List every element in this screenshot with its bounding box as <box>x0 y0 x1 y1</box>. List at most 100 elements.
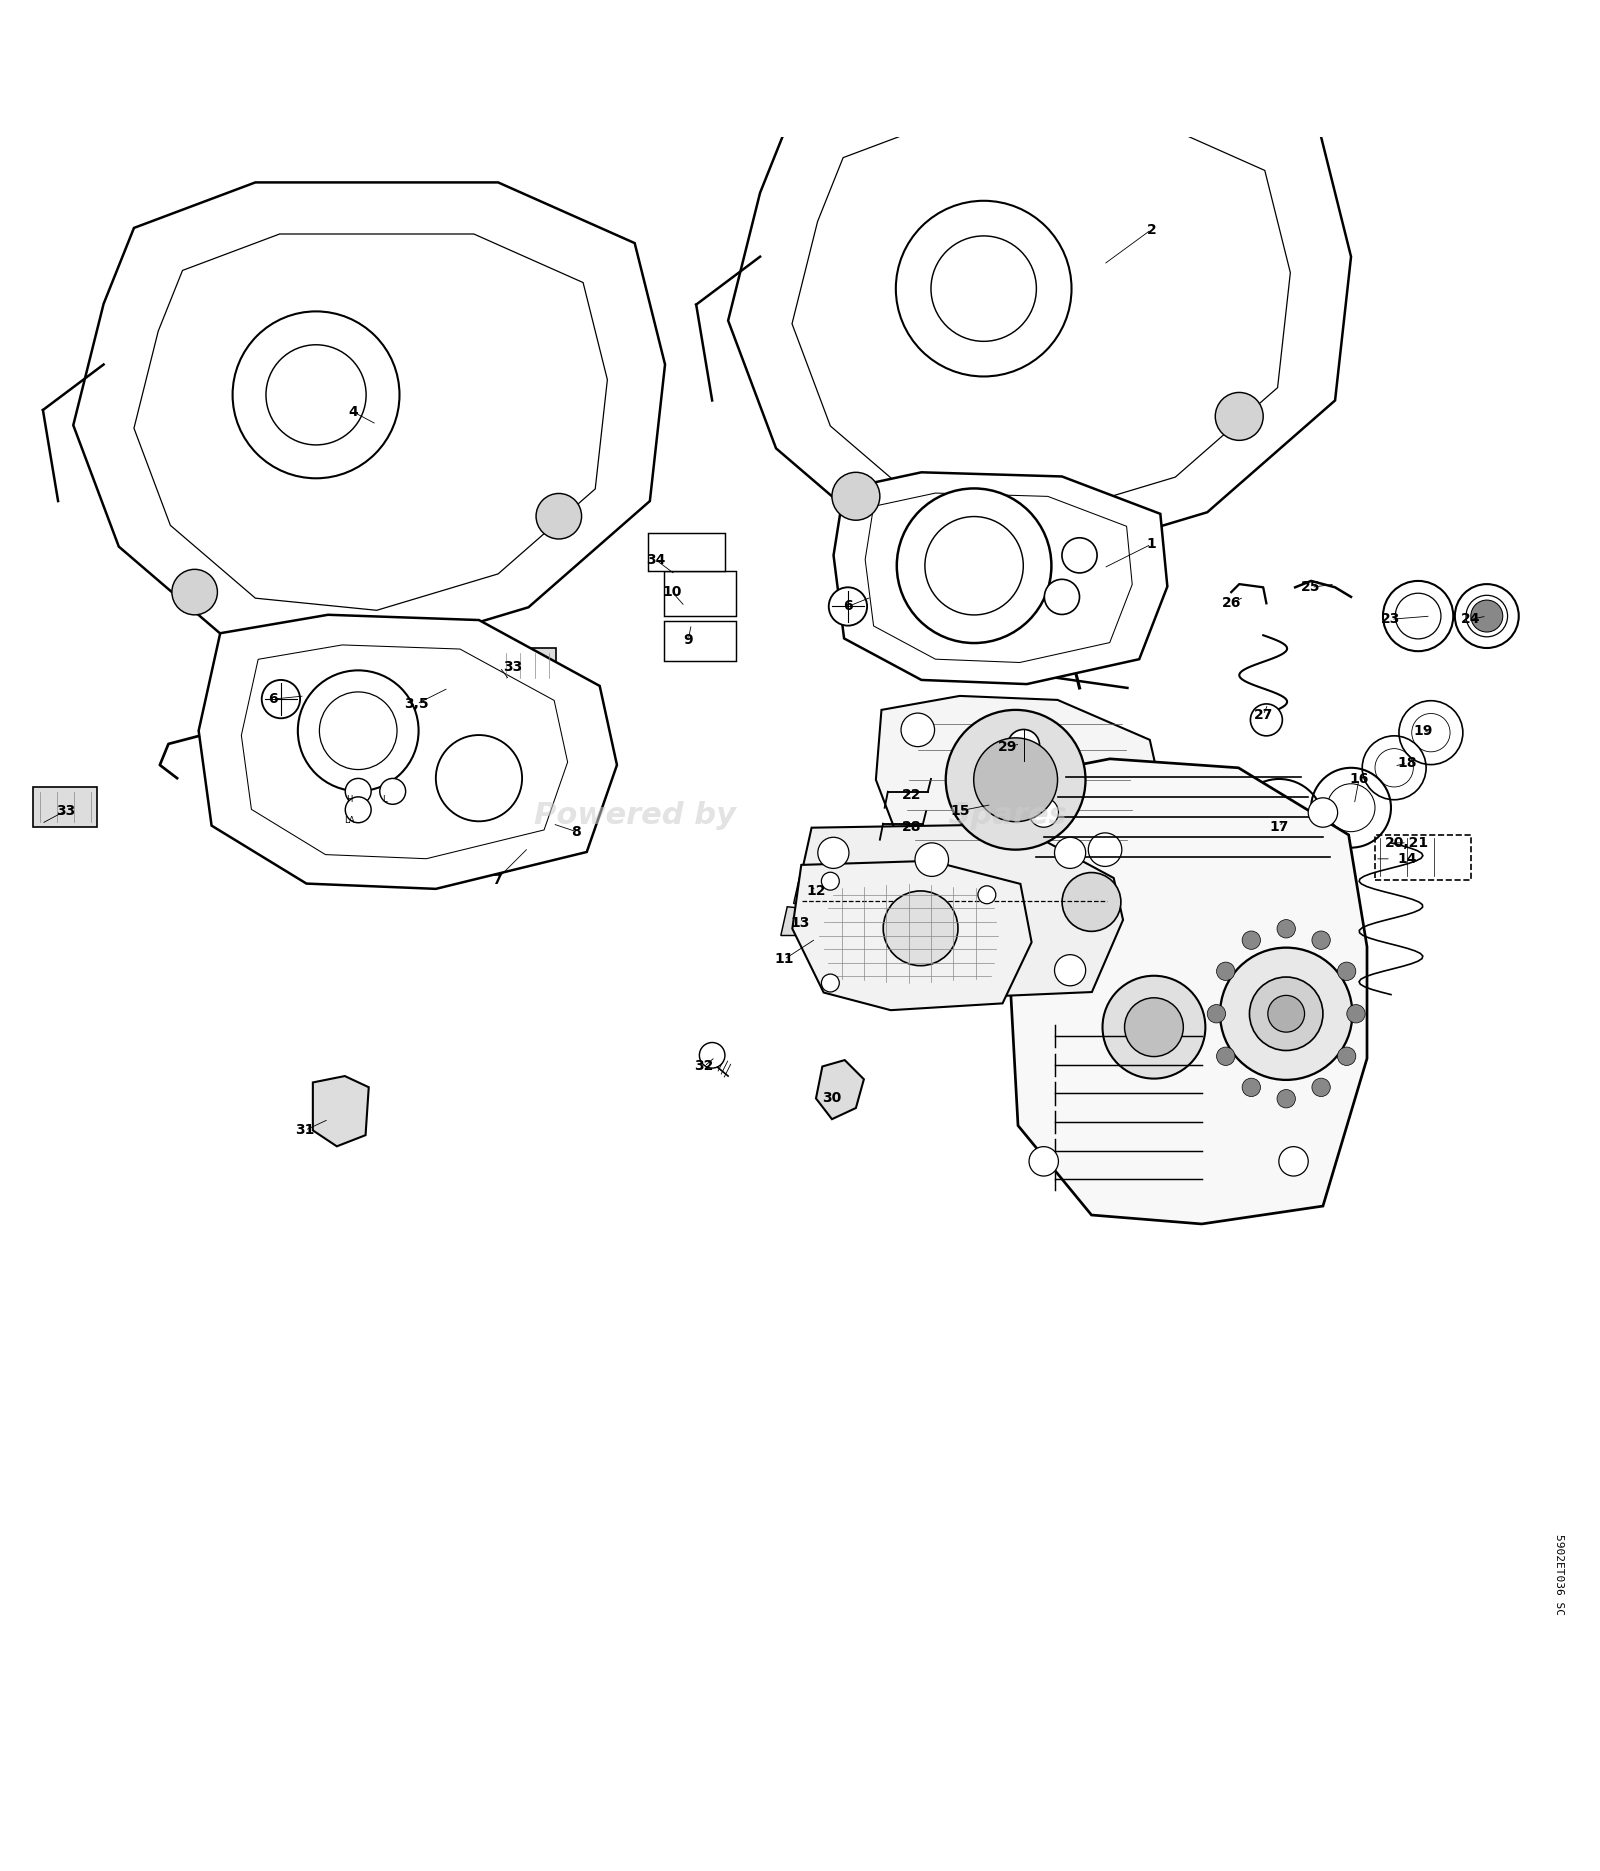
Circle shape <box>1454 584 1518 647</box>
Text: 10: 10 <box>662 586 682 599</box>
Circle shape <box>1267 995 1304 1033</box>
Circle shape <box>915 842 949 876</box>
Circle shape <box>821 975 840 992</box>
Circle shape <box>346 778 371 805</box>
Polygon shape <box>792 861 1032 1010</box>
Text: 16: 16 <box>1349 773 1368 786</box>
Circle shape <box>1250 977 1323 1050</box>
Text: 30: 30 <box>822 1091 842 1106</box>
Circle shape <box>1208 1005 1226 1023</box>
Polygon shape <box>1006 760 1366 1224</box>
Circle shape <box>1242 932 1261 949</box>
Polygon shape <box>728 65 1350 559</box>
Text: 2: 2 <box>1147 223 1157 236</box>
Circle shape <box>1277 921 1296 937</box>
Polygon shape <box>134 234 608 610</box>
Circle shape <box>1312 1078 1330 1096</box>
Bar <box>664 571 736 616</box>
Circle shape <box>818 836 850 868</box>
Circle shape <box>1088 833 1122 866</box>
Circle shape <box>699 1042 725 1068</box>
Circle shape <box>1102 977 1205 1078</box>
Text: 25: 25 <box>1301 580 1322 595</box>
Circle shape <box>1062 872 1122 932</box>
Circle shape <box>1045 580 1080 614</box>
Text: 11: 11 <box>774 952 794 967</box>
Text: Powered by                    Spares: Powered by Spares <box>534 801 1066 831</box>
Circle shape <box>379 778 406 805</box>
Circle shape <box>1338 1048 1355 1065</box>
Circle shape <box>883 891 958 965</box>
Text: 32: 32 <box>694 1059 714 1074</box>
Circle shape <box>896 488 1051 644</box>
Circle shape <box>978 885 995 904</box>
Polygon shape <box>792 120 1290 515</box>
Polygon shape <box>797 825 1123 999</box>
Circle shape <box>1054 954 1086 986</box>
Text: 17: 17 <box>1269 819 1290 834</box>
Polygon shape <box>781 907 819 936</box>
Circle shape <box>901 713 934 747</box>
Circle shape <box>1062 537 1098 573</box>
Polygon shape <box>875 696 1162 904</box>
Circle shape <box>435 735 522 821</box>
Text: LA: LA <box>344 816 355 825</box>
Text: 19: 19 <box>1413 724 1432 737</box>
Circle shape <box>1125 997 1184 1057</box>
Text: 3,5: 3,5 <box>405 696 429 711</box>
Text: 24: 24 <box>1461 612 1480 627</box>
Bar <box>648 533 725 571</box>
Text: 8: 8 <box>571 825 581 838</box>
Circle shape <box>821 872 840 891</box>
Polygon shape <box>834 471 1168 685</box>
Circle shape <box>1338 962 1355 980</box>
Text: 28: 28 <box>902 819 922 834</box>
Text: 22: 22 <box>902 788 922 803</box>
Bar <box>664 621 736 660</box>
Text: 12: 12 <box>806 883 826 898</box>
Text: 29: 29 <box>998 741 1018 754</box>
Circle shape <box>536 494 581 539</box>
Bar <box>499 647 555 683</box>
Circle shape <box>1054 836 1086 868</box>
Circle shape <box>1216 393 1262 440</box>
Text: 4: 4 <box>347 404 358 419</box>
Circle shape <box>829 587 867 625</box>
Circle shape <box>1309 797 1338 827</box>
Polygon shape <box>866 494 1133 662</box>
Polygon shape <box>242 645 568 859</box>
Circle shape <box>1470 601 1502 632</box>
Text: 33: 33 <box>56 805 75 818</box>
Text: 27: 27 <box>1253 707 1274 722</box>
Text: 9: 9 <box>683 632 693 647</box>
Text: 14: 14 <box>1397 851 1416 866</box>
Circle shape <box>262 679 301 718</box>
Text: 7: 7 <box>491 872 501 887</box>
Circle shape <box>1278 1147 1309 1177</box>
Polygon shape <box>794 876 832 904</box>
Circle shape <box>1216 1048 1235 1065</box>
Circle shape <box>1029 797 1059 827</box>
Text: 20,21: 20,21 <box>1386 836 1429 849</box>
Text: 5902ET036 SC: 5902ET036 SC <box>1554 1534 1563 1615</box>
Circle shape <box>1216 962 1235 980</box>
Text: 1: 1 <box>1147 537 1157 552</box>
Text: H: H <box>346 795 352 805</box>
Circle shape <box>1382 580 1453 651</box>
Bar <box>1374 834 1470 879</box>
Circle shape <box>832 471 880 520</box>
Circle shape <box>1347 1005 1365 1023</box>
Circle shape <box>896 200 1072 376</box>
Text: 18: 18 <box>1397 756 1416 771</box>
Circle shape <box>1221 947 1352 1080</box>
Circle shape <box>1029 1147 1059 1177</box>
Text: L: L <box>382 795 386 805</box>
Text: 13: 13 <box>790 915 810 930</box>
Text: 15: 15 <box>950 805 970 818</box>
Circle shape <box>974 737 1058 821</box>
Text: 26: 26 <box>1221 597 1242 610</box>
Polygon shape <box>198 616 618 889</box>
Circle shape <box>1251 703 1282 735</box>
Polygon shape <box>74 181 666 653</box>
Circle shape <box>232 311 400 479</box>
